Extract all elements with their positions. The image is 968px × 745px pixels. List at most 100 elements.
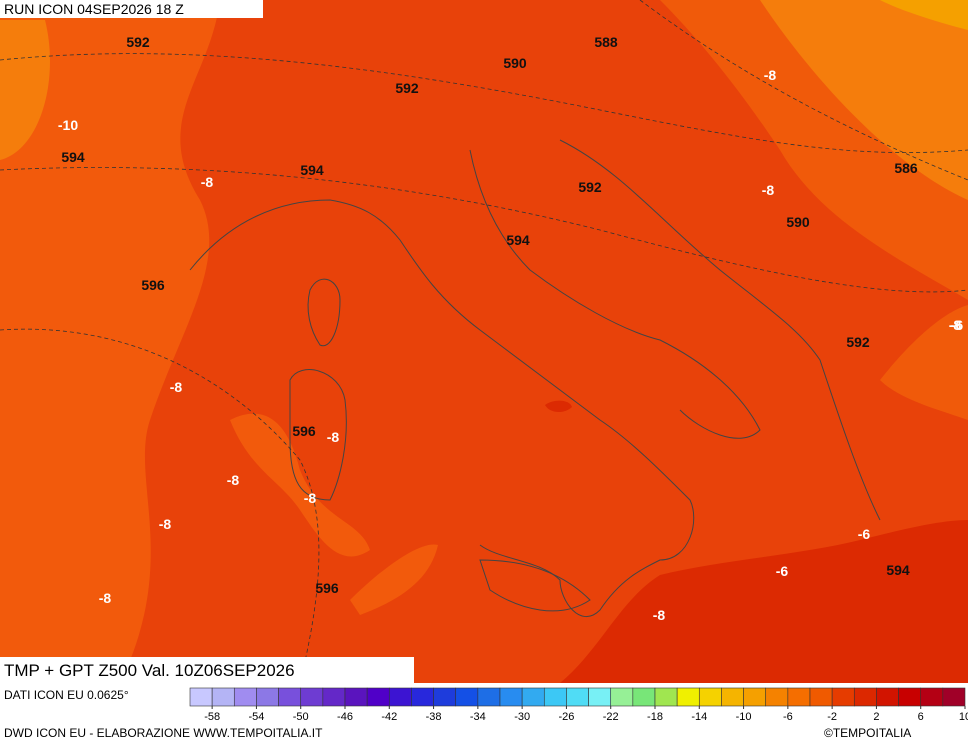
- colorbar-swatch: [765, 687, 789, 707]
- height-label: 592: [395, 80, 419, 96]
- coastlines: [189, 139, 881, 617]
- colorbar-tick-label: -54: [248, 711, 264, 723]
- colorbar-swatch: [743, 687, 767, 707]
- header-run: RUN ICON 04SEP2026 18 Z: [4, 1, 184, 17]
- coast-balkans: [559, 139, 881, 521]
- colorbar-swatch: [898, 687, 922, 707]
- colorbar-tick-label: -26: [558, 711, 574, 723]
- height-label: 596: [141, 277, 165, 293]
- colorbar-swatch: [411, 687, 434, 707]
- colorbar-swatch: [588, 687, 612, 707]
- temperature-label: -10: [58, 117, 78, 133]
- height-label: 590: [503, 55, 527, 71]
- field-yellow-ne: [880, 0, 968, 30]
- temperature-label: -6: [858, 526, 871, 542]
- colorbar-swatch: [344, 687, 368, 707]
- footer-title-box: [0, 657, 414, 683]
- colorbar-swatch: [543, 687, 567, 707]
- contour-labels: 592 588 590 592 594 594 592 586 590 594 596 592 596 5…: [58, 34, 964, 623]
- colorbar-swatch: [256, 687, 279, 707]
- field-cool-patch: [545, 400, 572, 413]
- height-label: 594: [886, 562, 910, 578]
- temperature-label: -8: [327, 429, 340, 445]
- contour-line: [0, 53, 968, 153]
- colorbar-tick-label: -14: [691, 711, 707, 723]
- footer-copyright: ©TEMPOITALIA: [824, 726, 911, 740]
- colorbar-tick-label: -34: [470, 711, 486, 723]
- colorbar-tick-label: -10: [736, 711, 752, 723]
- temperature-label: -8: [201, 174, 214, 190]
- colorbar-swatch: [455, 687, 479, 707]
- colorbar-swatch: [853, 687, 877, 707]
- colorbar-tick-label: 2: [873, 711, 879, 723]
- colorbar-tick-label: -42: [381, 711, 397, 723]
- temperature-label: -8: [227, 472, 240, 488]
- footer-source: DATI ICON EU 0.0625°: [4, 688, 129, 702]
- contour-line: [0, 167, 968, 293]
- colorbar-tick-label: 10: [959, 711, 968, 723]
- temperature-label: -8: [170, 379, 183, 395]
- footer-credit: DWD ICON EU - ELABORAZIONE WWW.TEMPOITAL…: [4, 726, 323, 740]
- colorbar-tick-label: -50: [293, 711, 309, 723]
- header-box: [0, 0, 263, 18]
- colorbar-swatch: [499, 687, 523, 707]
- height-label: 592: [846, 334, 870, 350]
- height-label: 586: [894, 160, 918, 176]
- temperature-label: -8: [653, 607, 666, 623]
- height-label: 588: [594, 34, 618, 50]
- coast-italy-west: [189, 199, 695, 617]
- colorbar-swatch: [322, 687, 346, 707]
- colorbar-swatch: [477, 687, 501, 707]
- temperature-label: -6: [951, 317, 964, 333]
- colorbar-swatch: [831, 687, 855, 707]
- height-label: 594: [61, 149, 85, 165]
- colorbar-swatch: [654, 687, 678, 707]
- colorbar-swatch: [632, 687, 656, 707]
- height-label: 592: [578, 179, 602, 195]
- temperature-label: -6: [776, 563, 789, 579]
- colorbar-swatch: [521, 687, 545, 707]
- temperature-label: -8: [159, 516, 172, 532]
- colorbar-tick-label: -18: [647, 711, 663, 723]
- temperature-label: -8: [764, 67, 777, 83]
- colorbar-swatch: [211, 687, 235, 707]
- colorbar-swatch: [721, 687, 744, 707]
- map-background: [0, 0, 968, 683]
- colorbar-swatch: [433, 687, 457, 707]
- colorbar-swatch: [610, 687, 634, 707]
- colorbar-swatch: [300, 687, 324, 707]
- height-label: 594: [300, 162, 324, 178]
- colorbar-tick-label: -2: [827, 711, 837, 723]
- colorbar-tick-label: -30: [514, 711, 530, 723]
- colorbar-swatch: [876, 687, 899, 707]
- colorbar-swatch: [189, 687, 213, 707]
- coast-italy-east: [469, 149, 761, 439]
- colorbar-tick-label: -38: [426, 711, 442, 723]
- coast-sicily: [479, 559, 591, 612]
- colorbar-swatch: [366, 687, 390, 707]
- colorbar-tick-label: -22: [603, 711, 619, 723]
- colorbar-tick-label: -6: [783, 711, 793, 723]
- field-warm-sardinia: [230, 413, 370, 557]
- colorbar-swatch: [942, 687, 966, 707]
- field-orange: [0, 20, 50, 160]
- field-cool-se: [560, 520, 968, 683]
- coast-corsica: [307, 278, 341, 347]
- field-warm-band: [0, 0, 220, 683]
- colorbar-swatch: [787, 687, 811, 707]
- height-label: 596: [292, 423, 316, 439]
- colorbar: -58 -54 -50 -46 -42 -38 -34 -30 -26 -22 -18 -14 -10-…: [189, 687, 968, 723]
- height-label: 590: [786, 214, 810, 230]
- temperature-label: -8: [99, 590, 112, 606]
- temperature-label: -8: [304, 490, 317, 506]
- field-warm-patch: [350, 544, 438, 615]
- contours: [0, 0, 968, 684]
- colorbar-swatch: [278, 687, 302, 707]
- colorbar-swatch: [566, 687, 589, 707]
- colorbar-swatch: [388, 687, 412, 707]
- footer-title: TMP + GPT Z500 Val. 10Z06SEP2026: [4, 661, 295, 680]
- colorbar-swatch: [676, 687, 700, 707]
- colorbar-swatch: [233, 687, 257, 707]
